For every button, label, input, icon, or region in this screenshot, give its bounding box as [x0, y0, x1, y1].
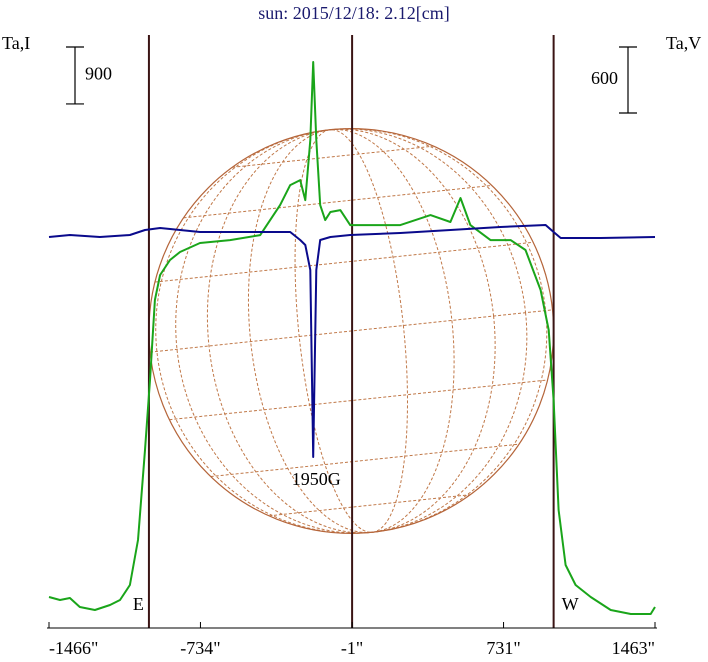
parallel	[268, 494, 471, 517]
x-tick-label: -734"	[180, 638, 220, 658]
x-tick-label: -1"	[341, 638, 363, 658]
parallel	[154, 241, 534, 283]
x-tick-label: 731"	[486, 638, 520, 658]
parallel	[183, 184, 492, 219]
y2-axis-label: Ta,V	[666, 33, 701, 53]
parallel	[169, 379, 548, 421]
series-line	[48, 224, 656, 458]
chart-title: sun: 2015/12/18: 2.12[cm]	[258, 3, 450, 23]
x-tick-label: -1466"	[49, 638, 98, 658]
scale-bar-label: 900	[85, 64, 112, 84]
meridian	[247, 128, 455, 534]
x-tick-label: 1463"	[612, 638, 655, 658]
limb-label: W	[562, 594, 579, 614]
annotation: 1950G	[292, 469, 341, 489]
scale-bar-label: 600	[591, 68, 618, 88]
limb-label: E	[133, 594, 144, 614]
parallel	[210, 443, 520, 478]
y-axis-label: Ta,I	[2, 33, 30, 53]
parallel	[232, 145, 434, 168]
series-line	[48, 61, 656, 615]
